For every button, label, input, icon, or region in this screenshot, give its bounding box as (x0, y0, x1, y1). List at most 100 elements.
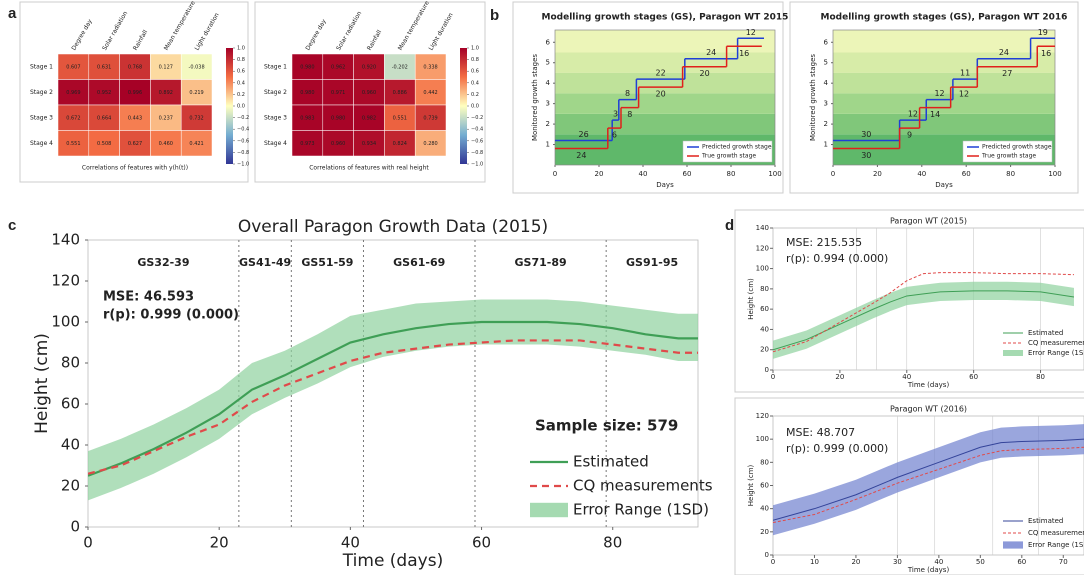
heatmap-cell (414, 104, 447, 131)
duration-label: 8 (625, 89, 630, 98)
x-axis-label: Time (days) (907, 566, 950, 574)
annotation: r(p): 0.994 (0.000) (786, 252, 888, 265)
heatmap-cell (414, 130, 447, 157)
duration-label: 16 (1041, 49, 1051, 58)
colorbar-tick-label: −1.0 (471, 162, 483, 168)
y-tick-label: 80 (61, 354, 80, 372)
cell-label: 0.996 (128, 90, 142, 96)
heatmap-cell (322, 130, 354, 157)
heatmap-cell (57, 130, 90, 157)
stage-band (555, 30, 775, 53)
heatmap-cell (384, 130, 416, 157)
duration-label: 3 (613, 110, 618, 119)
duration-label: 9 (907, 131, 912, 140)
cell-label: 0.980 (331, 115, 345, 121)
x-tick-label: 80 (727, 170, 736, 178)
heatmap-cell (150, 104, 182, 131)
x-axis-label: Correlations of features with y(h(t)) (82, 165, 188, 172)
row-label: Stage 2 (264, 89, 287, 96)
x-tick-label: 40 (934, 558, 943, 566)
plot-frame (554, 29, 776, 166)
legend-label: Estimated (573, 453, 649, 471)
stage-band (555, 72, 775, 94)
cell-label: 0.631 (97, 64, 111, 70)
x-tick-label: 80 (603, 534, 622, 552)
cell-label: 0.508 (97, 141, 111, 147)
colorbar-tick-label: −0.2 (237, 115, 249, 121)
heatmap-cell (88, 79, 120, 106)
cell-label: 0.768 (128, 64, 142, 70)
legend-label: True growth stage (981, 153, 1036, 160)
y-tick-label: 3 (546, 100, 550, 108)
x-tick-label: 30 (893, 558, 902, 566)
duration-label: 8 (627, 110, 632, 119)
y-tick-label: 20 (760, 346, 769, 354)
colorbar-tick-label: 0.8 (237, 57, 245, 63)
y-tick-label: 100 (756, 435, 769, 443)
panel-frame (254, 1, 486, 183)
x-axis-label: Correlations of features with real heigh… (309, 165, 429, 172)
cell-label: 0.664 (97, 115, 111, 121)
y-tick-label: 140 (756, 224, 769, 232)
error-band (773, 281, 1074, 359)
y-tick-label: 60 (760, 305, 769, 313)
duration-label: 12 (934, 89, 944, 98)
colorbar-tick-label: 0.2 (237, 92, 245, 98)
legend-box (682, 140, 773, 163)
series-group (773, 272, 1075, 359)
duration-label: 24 (576, 151, 586, 160)
heatmap-cell (291, 130, 324, 157)
x-tick-label: 10 (810, 558, 819, 566)
column-label: Mean temperature (163, 0, 197, 52)
x-tick-label: 0 (831, 170, 835, 178)
heatmap-cell (57, 79, 90, 106)
colorbar-tick-label: 0.4 (471, 80, 479, 86)
y-tick-label: 120 (51, 272, 80, 290)
x-tick-label: 40 (917, 170, 926, 178)
colorbar-tick-label: −0.8 (471, 150, 483, 156)
heatmap-cell (353, 79, 385, 106)
chart-title: Paragon WT (2016) (890, 405, 967, 414)
legend-swatch (1003, 541, 1023, 549)
duration-label: 30 (861, 151, 871, 160)
estimated-line (773, 438, 1084, 521)
stage-label: GS61-69 (393, 256, 445, 269)
stage-band (833, 113, 1055, 135)
y-tick-label: 6 (824, 38, 829, 46)
y-tick-label: 80 (760, 458, 769, 466)
duration-label: 12 (746, 28, 756, 37)
row-label: Stage 1 (264, 63, 287, 70)
stage-label: GS32-39 (137, 256, 189, 269)
cell-label: 0.460 (159, 141, 173, 147)
annotation: MSE: 215.535 (786, 236, 862, 249)
colorbar (226, 48, 233, 164)
measured-line (773, 272, 1074, 353)
cell-label: 0.960 (331, 141, 345, 147)
cell-label: 0.551 (393, 115, 407, 121)
panel-letter: a (8, 5, 17, 22)
duration-label: 11 (960, 69, 970, 78)
y-tick-label: 60 (61, 395, 80, 413)
heatmap-cell (180, 130, 213, 157)
x-tick-label: 100 (1048, 170, 1061, 178)
heatmap-cell (322, 79, 354, 106)
annotation: r(p): 0.999 (0.000) (786, 442, 888, 455)
heatmap-cell (353, 104, 385, 131)
duration-label: 14 (930, 110, 940, 119)
cell-label: 0.280 (423, 141, 437, 147)
row-label: Stage 3 (30, 114, 53, 121)
y-tick-label: 100 (756, 265, 769, 273)
colorbar-tick-label: 0.6 (471, 69, 479, 75)
colorbar (460, 48, 467, 164)
cell-label: 0.421 (189, 141, 203, 147)
stage-band (555, 113, 775, 135)
stage-label: GS91-95 (626, 256, 678, 269)
x-axis-label: Days (935, 181, 953, 189)
x-tick-label: 0 (771, 558, 775, 566)
legend-swatch (1003, 350, 1023, 356)
cell-label: 0.551 (66, 141, 80, 147)
x-tick-label: 40 (902, 373, 911, 381)
chart-title: Modelling growth stages (GS), Paragon WT… (542, 13, 789, 23)
y-axis-label: Height (cm) (747, 278, 755, 320)
